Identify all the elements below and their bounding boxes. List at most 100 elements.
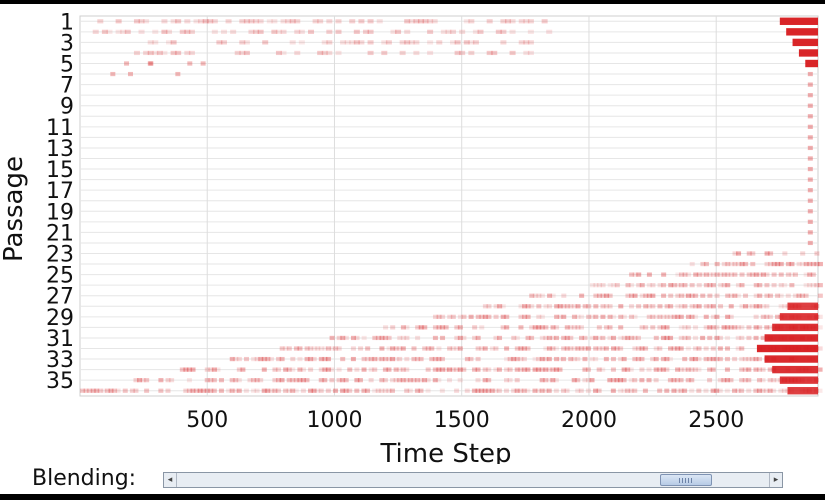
heatmap-cell <box>497 335 503 341</box>
heatmap-cell <box>607 335 613 341</box>
heatmap-cell <box>675 346 681 351</box>
heatmap-cell <box>725 261 731 267</box>
heatmap-cell <box>518 40 525 45</box>
heatmap-cell <box>497 304 503 309</box>
slider-left-arrow-icon[interactable]: ◂ <box>164 473 177 487</box>
heatmap-cell <box>372 335 378 341</box>
heatmap-cell <box>479 346 485 351</box>
heatmap-cell <box>325 346 331 351</box>
heatmap-cell <box>411 356 417 362</box>
heatmap-cell <box>689 261 695 267</box>
heatmap-cell <box>514 378 520 383</box>
heatmap-cell <box>579 314 585 319</box>
heatmap-cell <box>696 388 702 393</box>
heatmap-cell <box>743 293 749 298</box>
heatmap-cell <box>807 71 813 77</box>
heatmap-cell <box>546 388 552 393</box>
heatmap-cell <box>561 293 567 298</box>
heatmap-cell <box>326 29 333 34</box>
heatmap-cell <box>671 283 677 288</box>
heatmap-cell <box>220 29 227 34</box>
heatmap-cell <box>436 367 442 372</box>
heatmap-cell <box>158 388 164 393</box>
heatmap-cell <box>664 304 670 309</box>
heatmap-cell <box>522 314 528 319</box>
heatmap-cell <box>800 293 806 298</box>
heatmap-cell <box>660 367 666 372</box>
heatmap-cell <box>539 293 545 298</box>
heatmap-cell <box>657 367 663 372</box>
blending-control: Blending: ◂ ▸ <box>0 462 825 498</box>
heatmap-cell <box>504 378 510 383</box>
heatmap-cell <box>675 272 681 277</box>
heatmap-cell <box>365 356 371 362</box>
y-tick-label: 29 <box>46 306 74 331</box>
heatmap-cell <box>183 388 189 393</box>
heatmap-cell <box>736 261 742 267</box>
heatmap-cell <box>318 346 324 351</box>
heatmap-cell <box>787 387 818 395</box>
heatmap-cell <box>165 378 171 383</box>
heatmap-cell <box>718 283 724 288</box>
heatmap-cell <box>450 314 456 319</box>
heatmap-cell <box>194 388 200 393</box>
heatmap-cell <box>803 261 809 267</box>
heatmap-cell <box>429 356 435 362</box>
heatmap-cell <box>375 335 381 341</box>
heatmap-cell <box>318 388 324 393</box>
heatmap-cell <box>782 283 788 288</box>
heatmap-cell <box>518 304 524 309</box>
heatmap-cell <box>621 335 627 341</box>
heatmap-cell <box>756 388 762 393</box>
heatmap-cell <box>427 19 434 24</box>
heatmap-cell <box>718 272 724 277</box>
heatmap-cell <box>582 378 588 383</box>
heatmap-cell <box>764 283 770 288</box>
heatmap-cell <box>725 293 731 298</box>
heatmap-cell <box>603 356 609 362</box>
heatmap-cell <box>94 388 100 393</box>
heatmap-cell <box>298 40 305 45</box>
heatmap-cell <box>104 388 110 393</box>
heatmap-cell <box>361 367 367 372</box>
blending-slider[interactable]: ◂ ▸ <box>163 472 783 488</box>
heatmap-cell <box>472 29 479 34</box>
heatmap-cell <box>703 304 709 309</box>
heatmap-cell <box>607 378 613 383</box>
heatmap-cell <box>361 356 367 362</box>
heatmap-cell <box>546 335 552 341</box>
heatmap-cell <box>536 356 542 362</box>
heatmap-cell <box>450 29 457 34</box>
heatmap-cell <box>404 19 411 24</box>
heatmap-cell <box>675 304 681 309</box>
heatmap-cell <box>280 50 287 56</box>
heatmap-cell <box>557 367 563 372</box>
heatmap-cell <box>518 346 524 351</box>
heatmap-cell <box>678 335 684 341</box>
heatmap-cell <box>262 40 269 45</box>
heatmap-cell <box>617 388 623 393</box>
heatmap-cell <box>739 261 745 267</box>
heatmap-cell <box>543 335 549 341</box>
heatmap-cell <box>486 378 492 383</box>
heatmap-cell <box>144 388 150 393</box>
heatmap-cell <box>290 367 296 372</box>
heatmap-cell <box>220 40 227 45</box>
heatmap-cell <box>268 356 274 362</box>
heatmap-cell <box>161 50 168 56</box>
heatmap-cell <box>735 325 741 330</box>
heatmap-cell <box>728 378 734 383</box>
slider-thumb[interactable] <box>660 474 712 486</box>
heatmap-cell <box>447 314 453 319</box>
heatmap-cell <box>450 40 457 45</box>
y-tick-label: 3 <box>60 31 74 56</box>
slider-right-arrow-icon[interactable]: ▸ <box>769 473 782 487</box>
heatmap-cell <box>739 346 745 351</box>
heatmap-cell <box>764 251 770 256</box>
heatmap-cell <box>742 356 748 362</box>
heatmap-cell <box>686 272 692 277</box>
heatmap-cell <box>710 356 716 362</box>
heatmap-cell <box>689 304 695 309</box>
heatmap-cell <box>611 283 617 288</box>
heatmap-cell <box>532 388 538 393</box>
